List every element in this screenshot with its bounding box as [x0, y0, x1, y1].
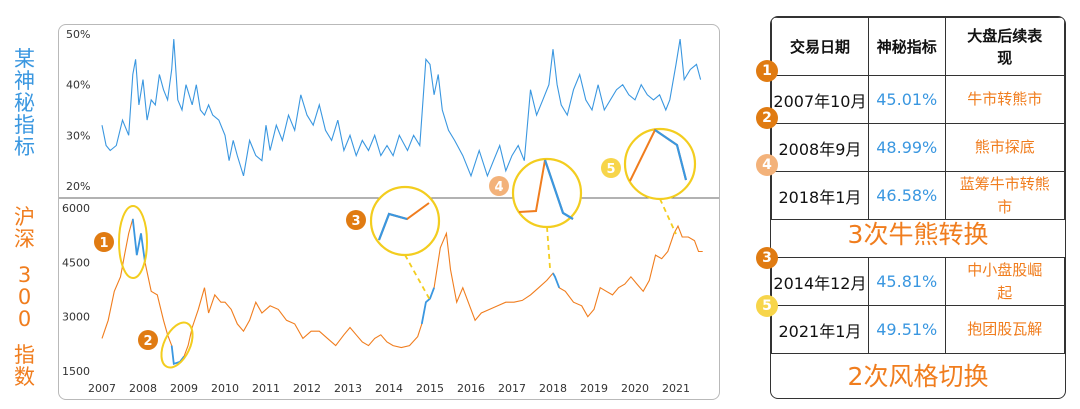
x-tick-label: 2008	[129, 382, 157, 395]
header-perf: 大盘后续表现	[944, 17, 1065, 76]
x-tick-label: 2020	[621, 382, 649, 395]
row-perf: 蓝筹牛市转熊市	[944, 171, 1065, 220]
table-top: 交易日期 神秘指标 大盘后续表现 2007年10月 45.01% 牛市转熊市 2…	[771, 17, 1065, 220]
row-date: 2014年12月	[771, 257, 869, 306]
x-tick-label: 2016	[457, 382, 485, 395]
zoom-circle-4	[511, 157, 583, 229]
dual-line-chart: 50% 40% 30% 20% 6000 4500 3000 1500 2007 2008 2009…	[59, 28, 719, 395]
chart-badge-1	[94, 232, 114, 252]
highlight-segment	[170, 345, 185, 365]
table-row: 2021年1月 49.51% 抱团股瓦解	[771, 305, 1065, 354]
x-tick-label: 2007	[88, 382, 116, 395]
y-tick-label-bottom: 6000	[62, 202, 90, 215]
highlight-ellipse-2	[160, 321, 194, 369]
series-line-indicator	[101, 39, 702, 178]
label-char: 3	[17, 263, 32, 287]
y-tick-label-top: 20%	[66, 180, 90, 193]
zoom-connector	[659, 198, 677, 235]
row-perf: 中小盘股崛起	[944, 257, 1065, 306]
table-badge: 1	[756, 60, 778, 82]
row-date: 2008年9月	[771, 123, 869, 172]
zoom-line-blue	[543, 159, 574, 220]
table-row: 2007年10月 45.01% 牛市转熊市	[771, 75, 1065, 124]
x-tick-label: 2015	[416, 382, 444, 395]
highlight-segment	[552, 272, 561, 289]
highlight-segment	[420, 287, 435, 325]
chart-frame	[58, 24, 720, 400]
row-date: 2021年1月	[771, 305, 869, 354]
label-char: 秘	[14, 91, 35, 115]
header-date: 交易日期	[771, 17, 869, 76]
chart-badge-2	[138, 330, 158, 350]
row-date: 2007年10月	[771, 75, 869, 124]
label-char: 指	[14, 343, 35, 367]
signal-table: 交易日期 神秘指标 大盘后续表现 2007年10月 45.01% 牛市转熊市 2…	[770, 16, 1066, 399]
label-char: 标	[14, 135, 35, 159]
zoom-connector	[546, 226, 551, 269]
chart-badge-number: 4	[494, 180, 503, 195]
label-char: 神	[14, 69, 35, 93]
label-char: 沪	[14, 205, 35, 229]
y-tick-label-bottom: 4500	[62, 256, 90, 269]
y-tick-label-bottom: 3000	[62, 311, 90, 324]
row-value: 46.58%	[867, 171, 946, 220]
table-badge: 2	[756, 107, 778, 129]
x-tick-label: 2017	[498, 382, 526, 395]
label-char: 某	[14, 47, 35, 71]
header-value: 神秘指标	[867, 17, 946, 76]
table-row: 2008年9月 48.99% 熊市探底	[771, 123, 1065, 172]
zoom-circle-3	[369, 185, 441, 257]
y-tick-label-top: 50%	[66, 28, 90, 41]
bottom-series-label: 沪 深 3 0 0 指 数	[14, 206, 35, 388]
row-perf: 抱团股瓦解	[944, 305, 1065, 354]
x-tick-label: 2013	[334, 382, 362, 395]
highlight-ellipse-1	[118, 205, 148, 279]
zoom-line-blue	[654, 129, 688, 181]
label-char: 0	[17, 307, 32, 331]
chart-badge-5	[601, 158, 621, 178]
x-tick-label: 2019	[580, 382, 608, 395]
row-perf: 牛市转熊市	[944, 75, 1065, 124]
table-row: 2018年1月 46.58% 蓝筹牛市转熊市	[771, 171, 1065, 220]
summary-bull-bear: 3次牛熊转换	[847, 220, 989, 249]
chart-badge-number: 3	[351, 214, 360, 229]
chart-badge-number: 1	[99, 236, 108, 251]
x-tick-label: 2014	[375, 382, 403, 395]
table-bottom: 2014年12月 45.81% 中小盘股崛起 2021年1月 49.51% 抱团…	[771, 257, 1065, 354]
row-value: 48.99%	[867, 123, 946, 172]
zoom-line-blue	[377, 212, 408, 241]
zoom-connector	[404, 254, 431, 301]
table-badge: 5	[756, 295, 778, 317]
highlight-segment	[131, 218, 146, 263]
y-tick-label-top: 30%	[66, 129, 90, 142]
table-badge: 4	[756, 154, 778, 176]
y-tick-label-top: 40%	[66, 79, 90, 92]
row-value: 45.01%	[867, 75, 946, 124]
row-value: 45.81%	[867, 257, 946, 306]
label-char: 0	[17, 285, 32, 309]
chart-badge-3	[346, 210, 366, 230]
label-char: 数	[14, 365, 35, 389]
chart-badge-number: 2	[143, 334, 152, 349]
x-tick-label: 2018	[539, 382, 567, 395]
x-tick-label: 2021	[662, 382, 690, 395]
y-tick-label-bottom: 1500	[62, 365, 90, 378]
row-perf: 熊市探底	[944, 123, 1065, 172]
x-tick-label: 2009	[170, 382, 198, 395]
top-series-label: 某 神 秘 指 标	[14, 48, 35, 158]
row-date: 2018年1月	[771, 171, 869, 220]
label-char: 深	[14, 227, 35, 251]
chart-badge-4	[489, 176, 509, 196]
row-value: 49.51%	[867, 305, 946, 354]
table-header-row: 交易日期 神秘指标 大盘后续表现	[771, 17, 1065, 76]
x-tick-label: 2012	[293, 382, 321, 395]
table-badge: 3	[756, 247, 778, 269]
chart-badge-number: 5	[606, 162, 615, 177]
zoom-circle-5	[623, 127, 697, 201]
summary-style-switch: 2次风格切换	[847, 362, 989, 391]
table-row: 2014年12月 45.81% 中小盘股崛起	[771, 257, 1065, 306]
label-char: 指	[14, 113, 35, 137]
x-tick-label: 2010	[211, 382, 239, 395]
x-tick-label: 2011	[252, 382, 280, 395]
